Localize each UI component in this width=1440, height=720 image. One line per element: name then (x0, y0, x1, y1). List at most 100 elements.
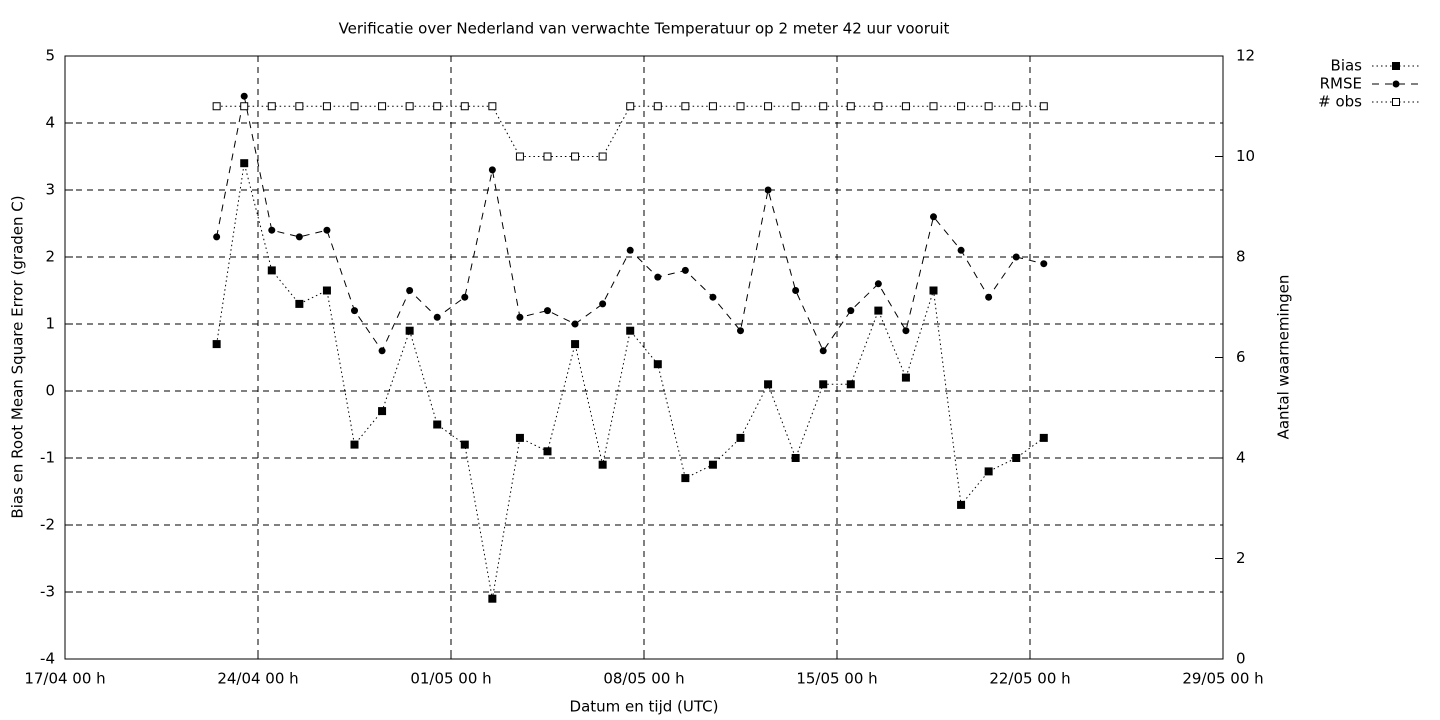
data-point (295, 299, 304, 308)
data-point (405, 326, 414, 335)
data-point (901, 373, 910, 382)
data-point (295, 233, 303, 241)
y-tick-label: -4 (40, 650, 55, 668)
data-point (792, 287, 800, 294)
data-point (1039, 433, 1048, 442)
data-point (901, 102, 910, 111)
data-point (1039, 102, 1048, 111)
y-tick-label: 1 (45, 315, 55, 333)
y2-tick-label: 8 (1236, 248, 1246, 266)
data-point (516, 313, 524, 321)
data-point (323, 226, 331, 234)
data-point (212, 340, 221, 349)
x-tick-label: 08/05 00 h (603, 670, 684, 688)
data-point (1040, 260, 1048, 268)
legend-marker (1392, 98, 1400, 106)
data-point (626, 102, 635, 111)
data-point (1012, 253, 1020, 261)
y2-tick-label: 0 (1236, 650, 1246, 668)
data-point (736, 102, 745, 111)
data-point (846, 380, 855, 389)
data-point (351, 307, 358, 315)
data-point (929, 102, 938, 111)
data-point (709, 293, 717, 301)
data-point (240, 92, 248, 100)
data-point (598, 460, 607, 469)
data-point (406, 287, 414, 294)
data-point (322, 102, 331, 111)
data-point (598, 152, 607, 161)
y-tick-label: 2 (45, 248, 55, 266)
x-tick-label: 17/04 00 h (24, 670, 105, 688)
data-point (350, 440, 359, 449)
data-point (240, 102, 249, 111)
data-point (847, 307, 855, 315)
data-point (681, 102, 690, 111)
data-point (378, 407, 387, 416)
y2-tick-label: 2 (1236, 549, 1246, 567)
legend-label: # obs (1318, 93, 1362, 111)
data-point (433, 420, 442, 429)
data-point (846, 102, 855, 111)
data-point (984, 102, 993, 111)
data-point (708, 460, 717, 469)
data-point (267, 266, 276, 275)
data-point (736, 433, 745, 442)
y2-tick-label: 12 (1236, 47, 1255, 65)
data-point (653, 360, 662, 369)
legend-label: Bias (1331, 57, 1363, 75)
y-tick-label: 5 (45, 47, 55, 65)
legend-label: RMSE (1320, 75, 1362, 93)
data-point (488, 594, 497, 603)
data-point (708, 102, 717, 111)
y-axis-label: Bias en Root Mean Square Error (graden C… (9, 195, 27, 518)
data-point (764, 102, 773, 111)
y2-tick-label: 10 (1236, 147, 1255, 165)
x-tick-label: 22/05 00 h (989, 670, 1070, 688)
data-point (874, 306, 883, 315)
data-point (1012, 102, 1021, 111)
y-tick-label: 3 (45, 181, 55, 199)
data-point (488, 166, 496, 174)
x-tick-label: 01/05 00 h (410, 670, 491, 688)
y2-axis-label: Aantal waarnemingen (1275, 275, 1293, 440)
x-axis-label: Datum en tijd (UTC) (570, 698, 719, 716)
data-point (599, 300, 607, 308)
data-point (985, 293, 993, 301)
data-point (929, 286, 938, 295)
data-point (957, 246, 965, 254)
data-point (791, 102, 800, 111)
data-point (957, 102, 966, 111)
y-tick-label: -3 (40, 583, 55, 601)
data-point (737, 327, 744, 335)
data-point (571, 340, 580, 349)
data-point (543, 152, 552, 161)
series-line (216, 96, 1044, 352)
legend-marker (1392, 62, 1400, 70)
data-point (488, 102, 497, 111)
data-point (626, 246, 634, 254)
y-tick-label: -2 (40, 516, 55, 534)
data-point (515, 152, 524, 161)
x-tick-label: 29/05 00 h (1182, 670, 1263, 688)
y-tick-label: 0 (45, 382, 55, 400)
data-point (930, 213, 937, 221)
series-line (216, 105, 1044, 157)
x-tick-label: 24/04 00 h (217, 670, 298, 688)
data-point (515, 433, 524, 442)
y-tick-label: -1 (40, 449, 55, 467)
legend-marker (1392, 80, 1400, 88)
data-point (543, 447, 552, 456)
data-point (322, 286, 331, 295)
data-point (433, 102, 442, 111)
data-point (764, 186, 772, 194)
data-point (1012, 454, 1021, 462)
data-point (461, 293, 469, 301)
data-point (681, 266, 689, 274)
data-point (405, 102, 414, 111)
data-point (213, 233, 221, 241)
data-point (295, 102, 304, 111)
data-point (544, 307, 551, 315)
data-point (433, 313, 441, 321)
